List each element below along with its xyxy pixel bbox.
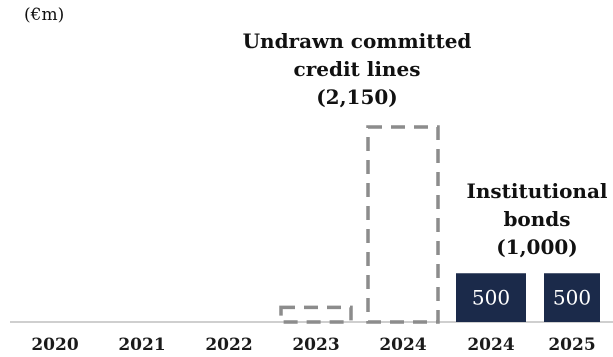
unit-label: (€m) xyxy=(24,5,64,25)
x-tick-label: 2024 xyxy=(379,335,426,355)
bar-bonds-2024 xyxy=(456,273,526,322)
x-tick-label: 2021 xyxy=(118,335,165,355)
annotation-line: bonds xyxy=(503,207,570,231)
data-label: 500 xyxy=(472,286,510,310)
annotation-institutional-bonds: Institutional bonds (1,000) xyxy=(466,179,607,259)
bar-undrawn-2024 xyxy=(366,125,440,324)
annotation-line: (1,000) xyxy=(496,235,578,259)
data-label: 500 xyxy=(553,286,591,310)
bar-bonds-2025 xyxy=(544,273,600,322)
annotation-line: credit lines xyxy=(294,57,421,81)
x-tick-label: 2020 xyxy=(31,335,78,355)
annotation-line: Institutional xyxy=(466,179,607,203)
x-tick-labels: 2020 2021 2022 2023 2024 2024 2025 xyxy=(31,335,595,355)
annotation-undrawn-credit-lines: Undrawn committed credit lines (2,150) xyxy=(243,29,472,109)
x-tick-label: 2022 xyxy=(205,335,252,355)
annotation-line: (2,150) xyxy=(316,85,398,109)
annotation-line: Undrawn committed xyxy=(243,29,472,53)
x-tick-label: 2023 xyxy=(292,335,339,355)
bar-undrawn-2023 xyxy=(279,305,353,324)
bars-layer: 500 500 xyxy=(279,125,600,324)
x-tick-label: 2024 xyxy=(467,335,514,355)
x-tick-label: 2025 xyxy=(548,335,595,355)
